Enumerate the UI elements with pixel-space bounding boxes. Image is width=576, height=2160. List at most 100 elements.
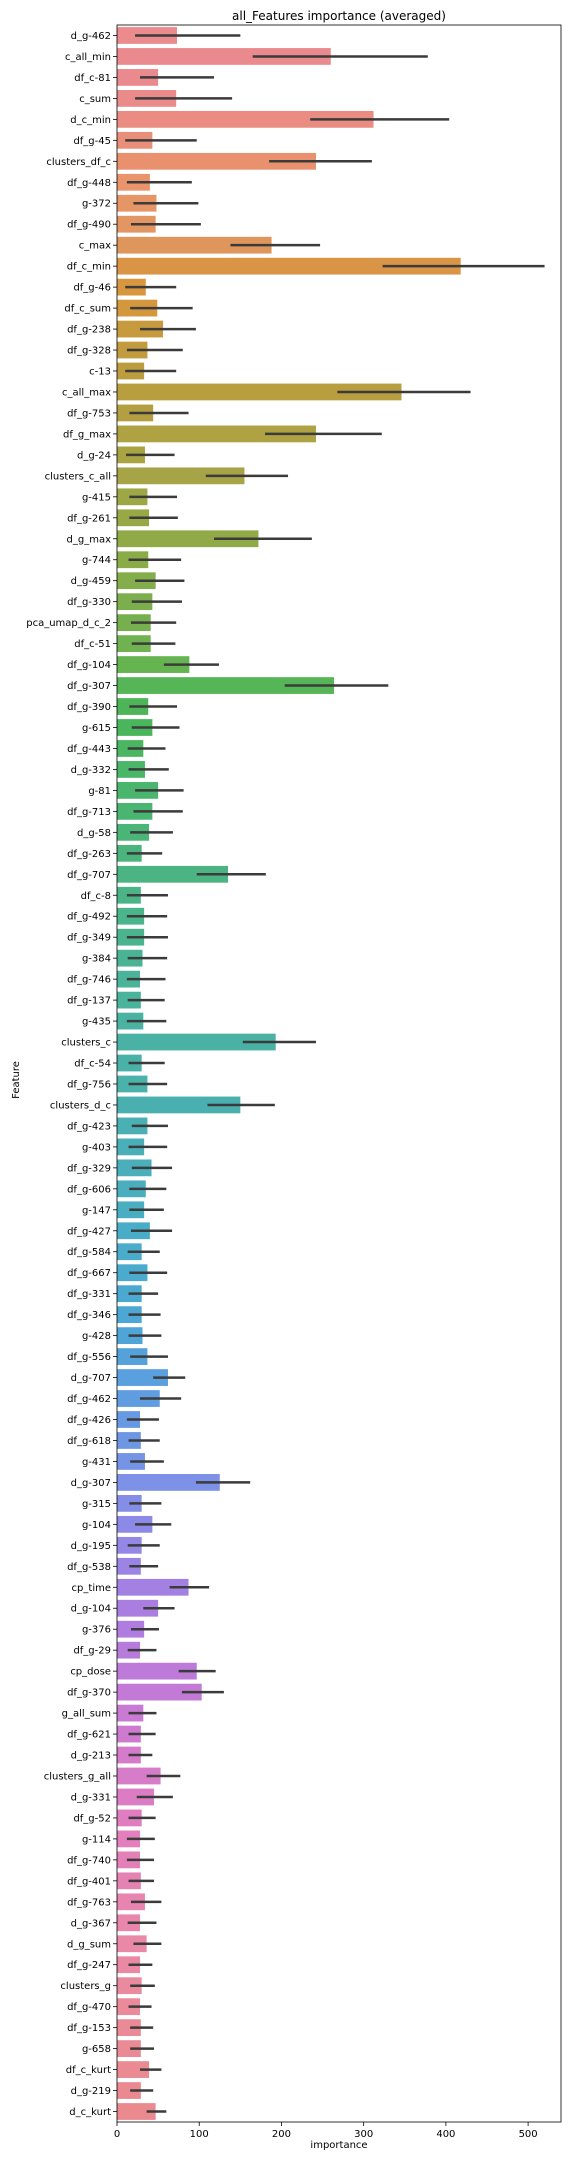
y-tick-label: df_g-46	[73, 283, 111, 294]
y-tick-label: df_g-538	[67, 1562, 111, 1573]
bar	[117, 656, 190, 673]
y-tick-label: d_g-459	[71, 576, 111, 587]
y-tick-label: clusters_df_c	[46, 157, 111, 168]
y-tick-label: d_g-462	[71, 31, 111, 42]
bar	[117, 1599, 159, 1617]
y-tick-label: df_g-153	[67, 2023, 111, 2034]
y-tick-label: c_all_max	[62, 387, 111, 398]
bar	[117, 257, 461, 275]
y-tick-label: g-104	[82, 1520, 111, 1531]
x-tick-label: 300	[354, 2129, 373, 2140]
y-tick-label: df_g-247	[67, 1960, 111, 1971]
y-tick-label: df_c_kurt	[66, 2065, 111, 2076]
y-tick-label: df_g-756	[67, 1079, 111, 1090]
bar	[117, 69, 159, 86]
y-tick-label: df_g-238	[67, 325, 111, 336]
x-tick-label: 400	[436, 2129, 455, 2140]
y-tick-label: g-403	[82, 1142, 111, 1153]
bar	[117, 236, 272, 254]
y-tick-label: df_g-713	[67, 807, 111, 818]
y-tick-label: clusters_c	[61, 1038, 111, 1049]
y-tick-label: df_c-51	[74, 639, 111, 650]
bar	[117, 2061, 150, 2078]
bar	[117, 2103, 156, 2120]
y-tick-label: d_g-219	[71, 2086, 111, 2097]
y-tick-label: d_g-367	[71, 1918, 111, 1929]
y-tick-label: df_g-740	[67, 1855, 111, 1866]
y-tick-label: g_all_sum	[62, 1709, 111, 1720]
y-axis-title: Feature	[11, 1061, 22, 1099]
bar	[117, 1369, 168, 1386]
bar	[117, 2082, 141, 2099]
y-tick-label: d_g-195	[71, 1541, 111, 1552]
y-tick-label: df_g-426	[67, 1415, 111, 1426]
y-tick-label: df_g-331	[67, 1289, 111, 1300]
y-tick-label: df_g-45	[73, 136, 111, 147]
bar	[117, 1578, 189, 1596]
y-tick-label: d_g-307	[71, 1478, 111, 1489]
y-tick-label: df_g-667	[67, 1268, 111, 1279]
y-tick-label: df_g-423	[67, 1121, 111, 1132]
y-tick-label: df_c-81	[74, 73, 111, 84]
y-tick-label: d_g-331	[71, 1792, 111, 1803]
y-tick-label: g-658	[82, 2044, 111, 2055]
y-tick-label: df_g_max	[63, 429, 111, 440]
y-tick-label: c_max	[79, 241, 111, 252]
y-tick-label: df_g-307	[67, 681, 111, 692]
y-tick-label: df_c_min	[67, 262, 111, 273]
y-tick-label: df_g-556	[67, 1352, 111, 1363]
y-tick-label: cp_time	[72, 1583, 111, 1594]
y-tick-label: g-415	[82, 492, 111, 503]
y-tick-label: c_sum	[79, 94, 111, 105]
x-tick-label: 200	[272, 2129, 291, 2140]
bar	[117, 1662, 197, 1680]
x-tick-label: 100	[190, 2129, 209, 2140]
y-tick-label: g-431	[82, 1457, 111, 1468]
y-tick-label: g-147	[82, 1205, 111, 1216]
bar	[117, 865, 228, 883]
y-tick-label: c-13	[89, 367, 111, 378]
y-tick-label: cp_dose	[70, 1667, 111, 1678]
y-tick-label: clusters_d_c	[50, 1100, 111, 1111]
bar	[117, 110, 374, 128]
bar	[117, 530, 259, 548]
y-tick-label: df_g-490	[67, 220, 111, 231]
bar	[117, 1096, 241, 1114]
y-tick-label: df_g-753	[67, 408, 111, 419]
y-tick-label: clusters_g_all	[44, 1771, 111, 1782]
y-tick-label: pca_umap_d_c_2	[26, 618, 111, 629]
y-tick-label: df_g-606	[67, 1184, 111, 1195]
x-tick-label: 0	[114, 2129, 120, 2140]
bar	[117, 1474, 220, 1491]
y-tick-label: df_g-462	[67, 1394, 111, 1405]
bar	[117, 1557, 141, 1575]
y-tick-label: g-376	[82, 1625, 111, 1636]
y-tick-label: g-384	[82, 954, 111, 965]
y-tick-label: df_g-707	[67, 870, 111, 881]
y-tick-label: d_g-707	[71, 1373, 111, 1384]
y-tick-label: df_g-263	[67, 849, 111, 860]
bar	[117, 425, 316, 443]
y-tick-label: d_g-213	[71, 1751, 111, 1762]
y-tick-label: d_g_max	[67, 534, 112, 545]
y-tick-label: df_g-370	[67, 1688, 111, 1699]
x-tick-label: 500	[519, 2129, 538, 2140]
y-tick-label: d_g_sum	[67, 1939, 111, 1950]
y-tick-label: df_g-443	[67, 744, 111, 755]
y-tick-label: df_c-8	[81, 891, 111, 902]
y-tick-label: g-81	[88, 786, 111, 797]
bar	[117, 467, 245, 485]
bar	[117, 383, 402, 401]
bar	[117, 1515, 153, 1533]
plot-area: d_g-462 c_all_min df_c-81 c_sum d_c_min df_g-…	[26, 24, 562, 2140]
bar	[117, 1767, 161, 1785]
bar	[117, 1390, 160, 1407]
bar	[117, 2040, 141, 2057]
y-tick-label: g-372	[82, 199, 111, 210]
y-tick-label: clusters_c_all	[45, 471, 111, 482]
y-tick-label: df_g-618	[67, 1436, 111, 1447]
y-tick-label: df_c_sum	[64, 304, 111, 315]
y-tick-label: d_g-58	[77, 828, 111, 839]
y-tick-label: d_g-332	[71, 765, 111, 776]
y-tick-label: g-744	[82, 555, 111, 566]
